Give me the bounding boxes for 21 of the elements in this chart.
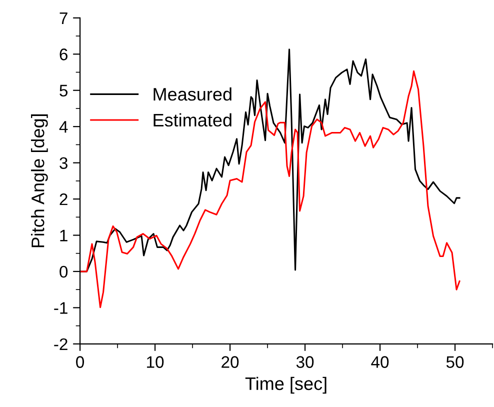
y-tick-label: -2 [54,338,68,350]
x-axis-title: Time [sec] [245,376,326,394]
y-axis-title: Pitch Angle [deg] [31,114,48,248]
line-series [80,70,460,308]
legend-label: Estimated [154,113,232,127]
x-tick-label: 0 [76,356,84,368]
x-tick-label: 10 [147,356,164,368]
x-tick-label: 20 [222,356,239,368]
y-tick-label: 6 [60,48,68,60]
y-tick-label: 3 [60,157,68,170]
legend-label: Measured [154,87,232,101]
x-tick-label: 50 [446,356,464,368]
y-tick-label: -1 [54,302,68,314]
x-tick-label: 30 [296,356,314,368]
y-tick-label: 7 [60,12,68,24]
y-tick-label: 2 [60,193,68,206]
y-tick-label: 5 [60,84,68,97]
y-tick-label: 0 [60,266,68,278]
y-tick-label: 4 [59,121,68,133]
x-tick-label: 40 [371,356,389,368]
y-tick-label: 1 [60,230,68,242]
